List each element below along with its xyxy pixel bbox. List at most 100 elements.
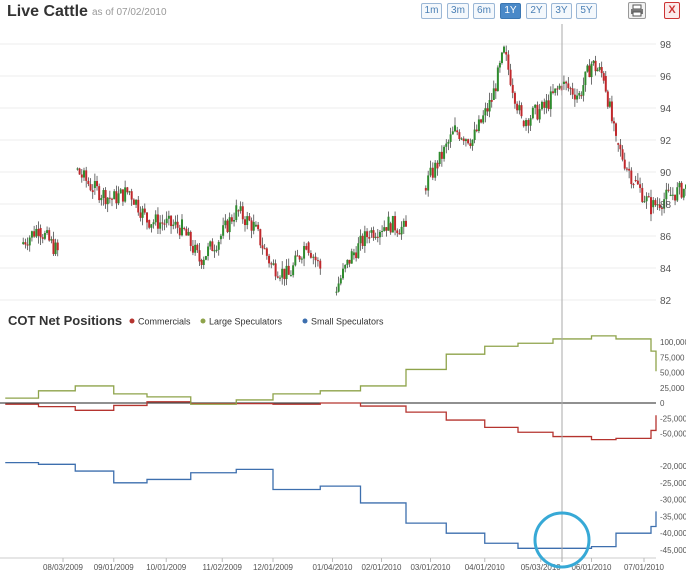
candle-body	[202, 259, 205, 265]
candle-body	[663, 199, 666, 209]
candle-body	[124, 187, 127, 202]
candle-body	[85, 170, 88, 181]
candle-body	[634, 180, 637, 181]
candle-body	[357, 243, 360, 259]
date-axis: 08/03/2009 09/01/2009 10/01/2009 11/02/2009…	[0, 557, 665, 572]
candle-body	[254, 224, 257, 227]
candle-body	[471, 139, 474, 146]
candle-body	[440, 151, 443, 159]
candle-body	[669, 194, 672, 196]
range-button-3y[interactable]: 3Y	[551, 3, 572, 19]
range-button-6m[interactable]: 6m	[473, 3, 495, 19]
candle-body	[355, 252, 358, 259]
candle-body	[576, 95, 579, 100]
candle-body	[215, 249, 218, 251]
candle-body	[219, 235, 222, 240]
range-button-2y[interactable]: 2Y	[526, 3, 547, 19]
candle-body	[667, 189, 670, 191]
small-spec-tick-label: -20,000	[660, 462, 686, 471]
candle-body	[451, 131, 454, 135]
candle-body	[213, 250, 216, 252]
candle-body	[482, 115, 485, 123]
candle-body	[494, 88, 497, 92]
candle-body	[143, 208, 146, 213]
candle-body	[39, 228, 42, 238]
cot-axis: 100,000 75,000 50,000 25,000 0 -25,000 -50,000…	[660, 338, 686, 555]
candle-body	[588, 65, 591, 78]
candle-body	[230, 217, 233, 222]
candle-body	[198, 250, 201, 262]
candle-body	[209, 241, 212, 247]
candle-body	[549, 91, 552, 110]
candle-body	[305, 246, 308, 250]
candle-body	[438, 151, 441, 164]
candle-body	[454, 125, 456, 132]
candle-body	[636, 180, 639, 185]
candle-body	[226, 220, 229, 233]
candle-body	[26, 244, 29, 246]
candle-body	[582, 85, 585, 96]
candle-body	[394, 216, 397, 231]
cot-series-line	[5, 461, 657, 549]
candle-body	[505, 52, 508, 55]
candle-body	[292, 265, 295, 276]
candle-body	[509, 69, 512, 85]
x-tick-label: 07/01/2010	[624, 563, 665, 572]
candle-body	[130, 191, 133, 200]
candle-body	[458, 132, 461, 139]
candle-body	[181, 219, 183, 236]
candle-body	[93, 181, 96, 188]
candle-body	[656, 204, 659, 206]
candle-body	[352, 252, 355, 256]
candle-body	[443, 146, 446, 159]
candle-body	[492, 88, 495, 100]
candle-body	[650, 197, 652, 215]
small-spec-tick-label: -30,000	[660, 496, 686, 505]
candle-body	[398, 233, 401, 235]
x-tick-label: 09/01/2009	[94, 563, 135, 572]
candle-body	[50, 239, 53, 241]
range-button-5y[interactable]: 5Y	[576, 3, 597, 19]
candle-body	[567, 83, 570, 89]
candle-body	[527, 120, 530, 126]
candle-body	[200, 260, 203, 265]
candle-body	[431, 167, 434, 178]
candle-body	[436, 162, 439, 169]
candle-body	[108, 197, 111, 199]
candle-body	[43, 232, 46, 239]
range-button-1y[interactable]: 1Y	[500, 3, 521, 19]
candle-body	[285, 265, 288, 280]
candle-body	[678, 182, 681, 188]
close-button[interactable]: X	[664, 2, 680, 19]
candle-body	[113, 191, 116, 200]
candle-body	[372, 230, 375, 238]
candle-body	[268, 255, 271, 264]
highlight-circle	[533, 511, 591, 569]
candle-body	[257, 224, 260, 230]
candle-body	[22, 242, 25, 244]
candle-body	[89, 184, 92, 191]
candle-body	[569, 88, 572, 90]
candle-body	[612, 121, 615, 124]
candle-body	[35, 228, 38, 237]
candle-body	[543, 101, 546, 108]
print-button[interactable]	[628, 2, 646, 19]
candle-body	[565, 81, 568, 84]
candle-body	[600, 67, 603, 74]
candle-body	[87, 180, 90, 185]
cot-series-line	[5, 401, 657, 441]
candle-body	[498, 62, 501, 68]
candle-body	[283, 268, 286, 280]
candle-body	[28, 237, 31, 246]
candle-body	[522, 120, 525, 127]
candle-body	[259, 229, 262, 246]
candle-body	[104, 190, 107, 205]
candle-body	[156, 214, 159, 229]
range-button-3m[interactable]: 3m	[447, 3, 469, 19]
candle-body	[307, 242, 310, 253]
range-button-1m[interactable]: 1m	[421, 3, 442, 19]
candle-body	[680, 182, 683, 198]
candle-body	[488, 100, 491, 112]
candle-body	[126, 187, 129, 193]
